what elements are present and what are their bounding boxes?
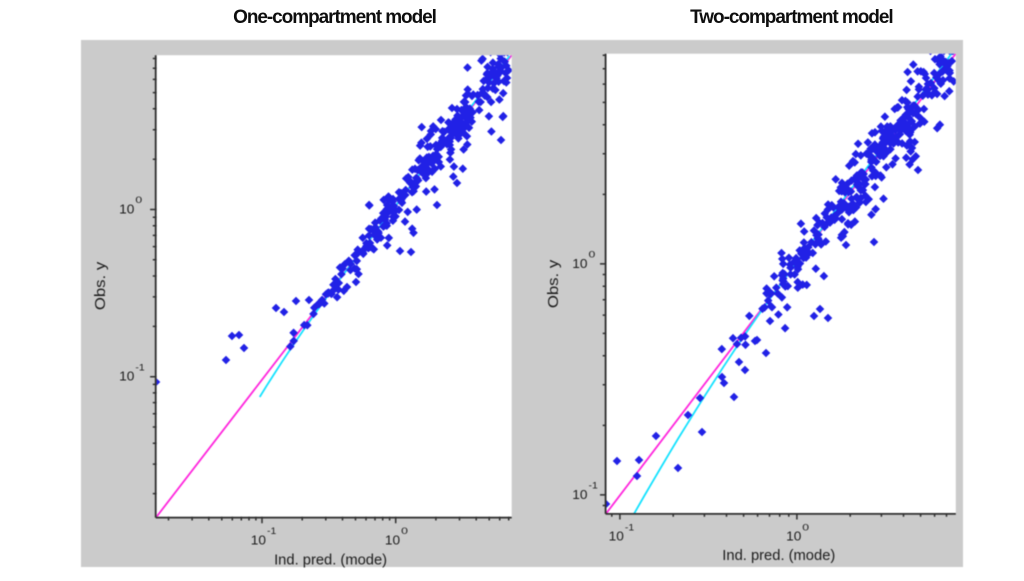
svg-text:0: 0 [135, 195, 142, 205]
svg-text:10: 10 [572, 487, 587, 502]
svg-text:10: 10 [786, 529, 801, 544]
svg-text:10: 10 [609, 529, 624, 544]
svg-text:0: 0 [401, 526, 408, 536]
svg-text:0: 0 [802, 522, 809, 532]
svg-text:Ind. pred. (mode): Ind. pred. (mode) [274, 552, 387, 569]
svg-text:Obs. y: Obs. y [92, 261, 109, 310]
svg-text:-1: -1 [135, 362, 144, 372]
svg-text:-1: -1 [625, 522, 634, 532]
svg-text:Ind. pred. (mode): Ind. pred. (mode) [722, 547, 835, 564]
svg-text:-1: -1 [267, 526, 276, 536]
svg-text:Obs. y: Obs. y [545, 259, 562, 308]
svg-text:10: 10 [385, 532, 400, 547]
svg-text:0: 0 [589, 250, 596, 260]
svg-text:10: 10 [251, 532, 266, 547]
svg-text:10: 10 [119, 369, 134, 384]
svg-text:10: 10 [572, 256, 587, 271]
svg-text:-1: -1 [589, 481, 598, 491]
svg-text:10: 10 [119, 201, 134, 216]
